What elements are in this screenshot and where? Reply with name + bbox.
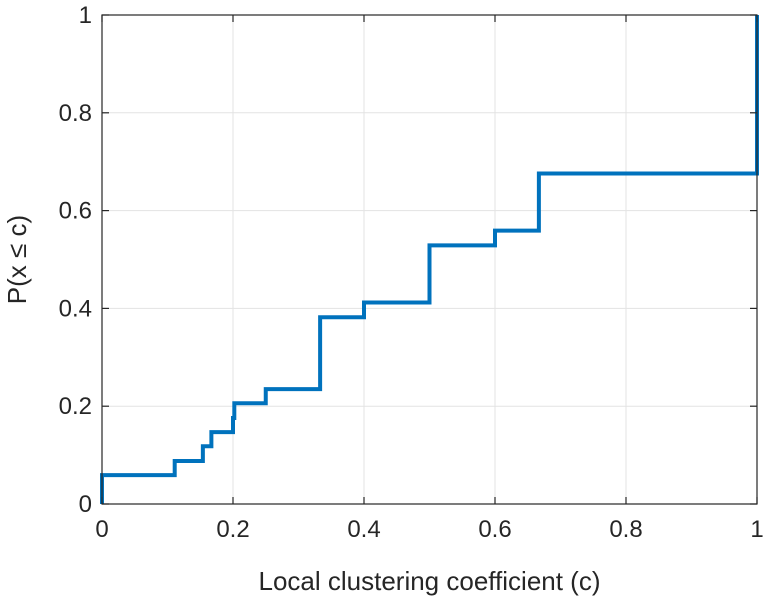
- x-tick-label: 1: [750, 516, 763, 543]
- y-tick-labels: 0 0.2 0.4 0.6 0.8 1: [59, 2, 92, 518]
- x-tick-label: 0.8: [609, 516, 642, 543]
- axes-box: [101, 14, 758, 505]
- y-tick-label: 0.6: [59, 198, 92, 225]
- x-tick-labels: 0 0.2 0.4 0.6 0.8 1: [95, 516, 763, 543]
- y-tick-label: 0.4: [59, 295, 92, 322]
- x-tick-label: 0: [95, 516, 108, 543]
- x-tick-label: 0.4: [347, 516, 380, 543]
- x-tick-label: 0.2: [216, 516, 249, 543]
- y-tick-label: 0.2: [59, 393, 92, 420]
- y-tick-label: 0.8: [59, 100, 92, 127]
- y-tick-label: 0: [79, 491, 92, 518]
- x-axis-title: Local clustering coefficient (c): [258, 566, 600, 596]
- series-line: [100, 15, 759, 504]
- y-tick-label: 1: [79, 2, 92, 29]
- x-tick-label: 0.6: [478, 516, 511, 543]
- y-axis-title: P(x ≤ c): [2, 215, 32, 304]
- tick-marks: [101, 14, 758, 505]
